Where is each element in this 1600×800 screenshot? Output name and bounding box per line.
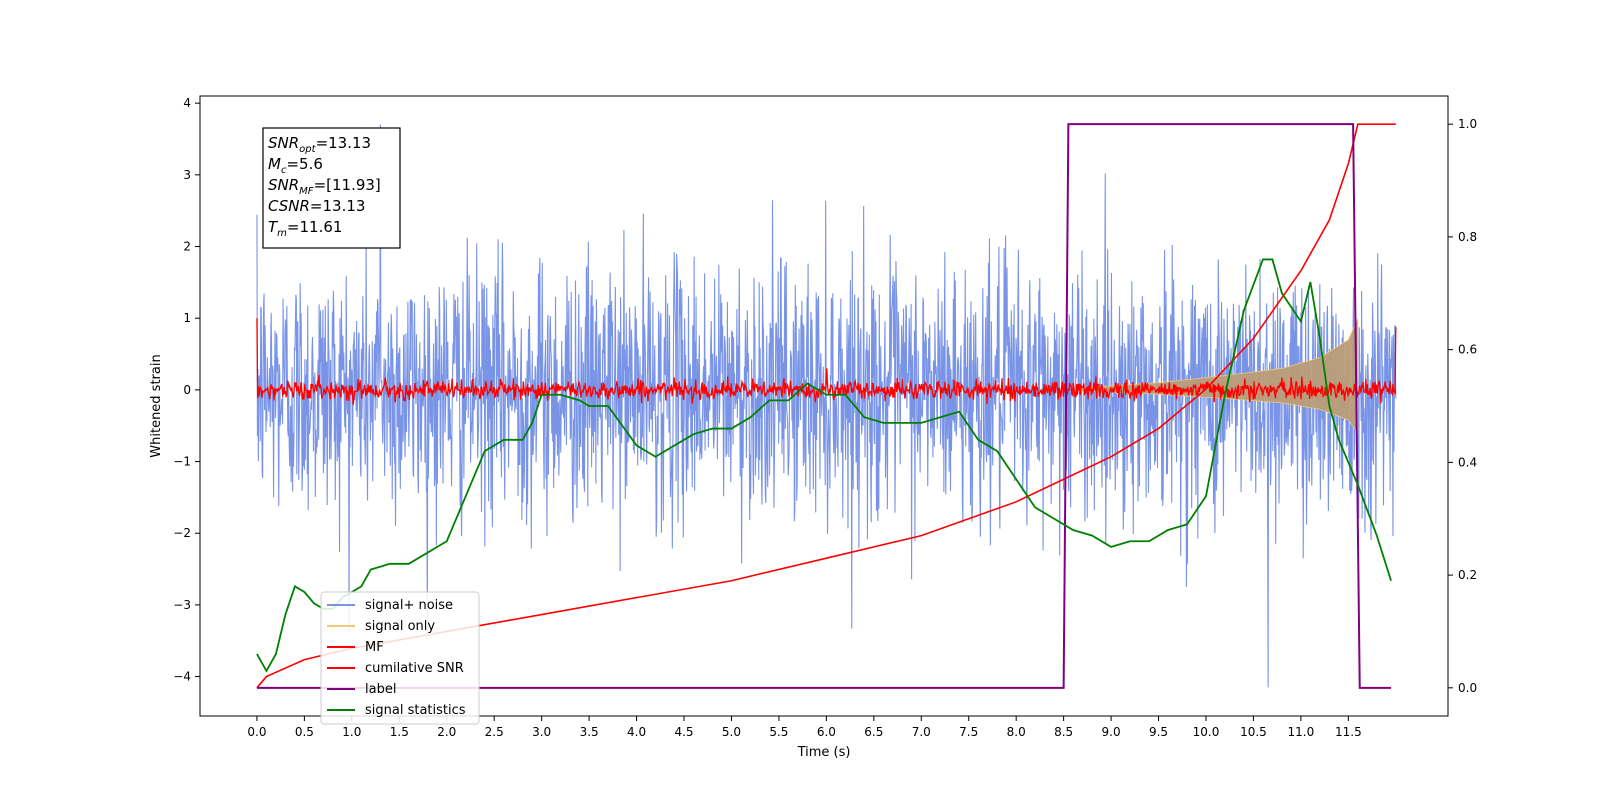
legend-label: MF bbox=[365, 640, 384, 655]
x-tick-label: 3.5 bbox=[580, 725, 599, 739]
x-tick-label: 5.0 bbox=[722, 725, 741, 739]
y-right-tick-label: 0.8 bbox=[1458, 230, 1477, 244]
x-tick-label: 0.0 bbox=[247, 725, 266, 739]
x-tick-label: 10.0 bbox=[1193, 725, 1220, 739]
x-tick-label: 9.5 bbox=[1149, 725, 1168, 739]
series-mf-line bbox=[256, 318, 1397, 405]
y-right-tick-label: 0.2 bbox=[1458, 568, 1477, 582]
y-left-tick-label: 1 bbox=[183, 311, 191, 325]
x-tick-label: 11.5 bbox=[1335, 725, 1362, 739]
x-tick-label: 7.0 bbox=[912, 725, 931, 739]
x-tick-label: 5.5 bbox=[769, 725, 788, 739]
x-tick-label: 1.0 bbox=[342, 725, 361, 739]
annotation-line: Tm=11.61 bbox=[268, 218, 342, 239]
x-tick-label: 8.0 bbox=[1007, 725, 1026, 739]
legend-label: signal+ noise bbox=[365, 598, 453, 613]
x-tick-label: 7.5 bbox=[959, 725, 978, 739]
annotation-line: SNRopt=13.13 bbox=[268, 134, 371, 155]
y-left-tick-label: −3 bbox=[173, 598, 191, 612]
y-left-tick-label: 4 bbox=[183, 96, 191, 110]
annotation-line: SNRMF=[11.93] bbox=[268, 176, 381, 197]
annotation-box: SNRopt=13.13Mc=5.6SNRMF=[11.93]CSNR=13.1… bbox=[262, 127, 401, 249]
y-right-tick-label: 1.0 bbox=[1458, 117, 1477, 131]
series-signal-noise-line bbox=[256, 124, 1397, 688]
x-axis-label: Time (s) bbox=[797, 745, 851, 760]
y-axis-label: Whitened strain bbox=[149, 354, 164, 457]
x-tick-label: 10.5 bbox=[1240, 725, 1267, 739]
x-tick-label: 1.5 bbox=[390, 725, 409, 739]
legend-label: cumilative SNR bbox=[365, 661, 464, 676]
annotation-line: CSNR=13.13 bbox=[268, 197, 365, 215]
y-left-tick-label: 3 bbox=[183, 168, 191, 182]
legend-label: label bbox=[365, 682, 396, 697]
y-axis-right: 1.0 0.8 0.6 0.4 0.2 0.0 bbox=[1448, 117, 1477, 695]
x-tick-label: 6.0 bbox=[817, 725, 836, 739]
x-tick-label: 2.5 bbox=[485, 725, 504, 739]
series-signal-statistics-line bbox=[256, 258, 1392, 673]
y-axis-left: 4 3 2 1 0 −1 −2 −3 −4 bbox=[173, 96, 200, 684]
x-axis: 0.0 0.5 1.0 1.5 2.0 2.5 3.0 3.5 4.0 4.5 5.0 5.5 6.0 6… bbox=[247, 716, 1362, 739]
plot-frame bbox=[199, 95, 1449, 717]
y-left-tick-label: 2 bbox=[183, 240, 191, 254]
series-label-line bbox=[256, 123, 1392, 689]
x-tick-label: 4.0 bbox=[627, 725, 646, 739]
legend-frame bbox=[320, 591, 480, 725]
y-right-tick-label: 0.0 bbox=[1458, 681, 1477, 695]
x-tick-label: 3.0 bbox=[532, 725, 551, 739]
y-right-tick-label: 0.6 bbox=[1458, 343, 1477, 357]
x-tick-label: 9.0 bbox=[1102, 725, 1121, 739]
legend-label: signal statistics bbox=[365, 703, 466, 718]
annotation-frame bbox=[262, 127, 401, 249]
y-left-tick-label: −2 bbox=[173, 526, 191, 540]
y-left-tick-label: 0 bbox=[183, 383, 191, 397]
y-right-tick-label: 0.4 bbox=[1458, 455, 1477, 469]
x-tick-label: 6.5 bbox=[864, 725, 883, 739]
x-tick-label: 0.5 bbox=[295, 725, 314, 739]
y-left-tick-label: −1 bbox=[173, 455, 191, 469]
x-tick-label: 2.0 bbox=[437, 725, 456, 739]
x-tick-label: 4.5 bbox=[674, 725, 693, 739]
x-tick-label: 11.0 bbox=[1288, 725, 1315, 739]
legend: signal+ noise signal only MF cumilative SNR… bbox=[320, 591, 480, 725]
legend-label: signal only bbox=[365, 619, 435, 634]
x-tick-label: 8.5 bbox=[1054, 725, 1073, 739]
y-left-tick-label: −4 bbox=[173, 670, 191, 684]
annotation-line: Mc=5.6 bbox=[268, 155, 323, 176]
